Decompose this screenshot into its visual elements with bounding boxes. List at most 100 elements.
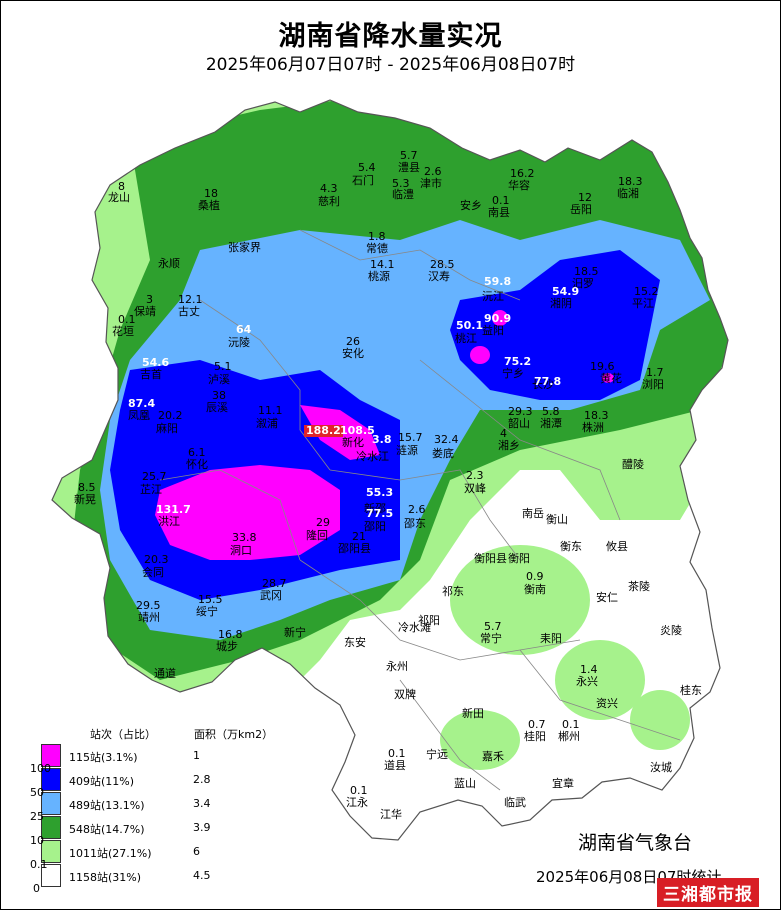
place-label: 常德 <box>366 242 388 255</box>
place-label: 双牌 <box>394 688 416 701</box>
rainfall-value: 0.1 <box>562 718 580 731</box>
legend-stations: 409站(11%) <box>69 775 135 788</box>
rainfall-value: 4 <box>500 427 507 440</box>
legend-area: 2.8 <box>193 773 211 786</box>
place-label: 古丈 <box>178 305 200 318</box>
place-label: 城步 <box>216 640 238 653</box>
legend-swatch <box>41 816 61 839</box>
legend-tick: 50 <box>30 786 44 799</box>
place-label: 郴州 <box>558 730 580 743</box>
watermark-logo: 三湘都市报 <box>657 878 759 907</box>
place-label: 沅陵 <box>228 336 250 349</box>
source-label: 湖南省气象台 <box>578 832 693 854</box>
place-label: 溆浦 <box>256 417 278 430</box>
place-label: 茶陵 <box>628 580 650 593</box>
rainfall-value: 1.8 <box>368 230 386 243</box>
place-label: 靖州 <box>138 611 160 624</box>
place-label: 宁乡 <box>502 367 524 380</box>
rainfall-value: 12.1 <box>178 293 203 306</box>
rainfall-value: 21 <box>352 530 366 543</box>
rainfall-value: 5.8 <box>542 405 560 418</box>
place-label: 益阳 <box>482 324 504 337</box>
place-label: 华容 <box>508 179 530 192</box>
legend-stations: 115站(3.1%) <box>69 751 138 764</box>
rainfall-value: 38 <box>212 389 226 402</box>
place-label: 桃源 <box>368 270 390 283</box>
legend-area-header: 面积（万km2） <box>194 728 274 741</box>
rainfall-value: 54.9 <box>552 285 580 298</box>
rainfall-value: 26 <box>346 335 360 348</box>
rainfall-value: 2.6 <box>424 165 442 178</box>
place-label: 桂阳 <box>524 730 546 743</box>
legend-area: 3.9 <box>193 821 211 834</box>
legend-tick: 25 <box>30 810 44 823</box>
place-label: 衡山 <box>546 513 568 526</box>
place-label: 安乡 <box>460 199 482 212</box>
place-label: 邵阳县 <box>338 542 371 555</box>
place-label: 冷水江 <box>356 450 389 463</box>
legend-stations: 1011站(27.1%) <box>69 847 152 860</box>
place-label: 沅江 <box>482 290 504 303</box>
place-label: 泸溪 <box>208 373 230 386</box>
rainfall-value: 18.5 <box>574 265 599 278</box>
place-label: 花垣 <box>112 325 134 338</box>
rainfall-value: 77.8 <box>534 375 562 388</box>
rainfall-value: 131.7 <box>156 503 191 516</box>
place-label: 衡东 <box>560 540 582 553</box>
rainfall-value: 90.9 <box>484 312 512 325</box>
legend-swatch <box>41 840 61 863</box>
place-label: 新晃 <box>74 493 96 506</box>
rainfall-value: 5.3 <box>392 177 410 190</box>
rainfall-value: 20.3 <box>144 553 169 566</box>
rainfall-value: 33.8 <box>232 531 257 544</box>
rainfall-value: 28.5 <box>430 258 455 271</box>
place-label: 韶山 <box>508 417 530 430</box>
rainfall-value: 15.5 <box>198 593 223 606</box>
rainfall-value: 18.3 <box>618 175 643 188</box>
map-title: 湖南省降水量实况 <box>278 21 503 52</box>
rainfall-value: 16.8 <box>218 628 243 641</box>
rainfall-value: 2.6 <box>408 503 426 516</box>
place-label: 祁东 <box>442 585 464 598</box>
legend-stations: 1158站(31%) <box>69 871 142 884</box>
place-label: 黄花 <box>600 372 622 385</box>
place-label: 平江 <box>632 297 654 310</box>
rainfall-value: 64 <box>236 323 252 336</box>
rainfall-value: 15.7 <box>398 431 423 444</box>
rainfall-value: 0.1 <box>388 747 406 760</box>
place-label: 永兴 <box>576 675 598 688</box>
place-label: 安化 <box>342 347 364 360</box>
place-label: 通道 <box>154 667 176 680</box>
place-label: 株洲 <box>582 421 604 434</box>
place-label: 邵阳 <box>364 520 386 533</box>
place-label: 吉首 <box>140 368 162 381</box>
place-label: 新化 <box>342 436 364 449</box>
place-label: 永顺 <box>158 257 180 270</box>
place-label: 宁远 <box>426 748 448 761</box>
place-label: 江华 <box>380 808 402 821</box>
rainfall-value: 14.1 <box>370 258 395 271</box>
place-label: 湘阴 <box>550 297 572 310</box>
place-label: 娄底 <box>432 447 454 460</box>
rainfall-value: 18.3 <box>584 409 609 422</box>
place-label: 蓝山 <box>454 777 476 790</box>
place-label: 邵东 <box>404 517 426 530</box>
rainfall-value: 12 <box>578 191 592 204</box>
place-label: 湘潭 <box>540 417 562 430</box>
legend-stations: 548站(14.7%) <box>69 823 145 836</box>
place-label: 资兴 <box>596 697 618 710</box>
rainfall-value: 0.9 <box>526 570 544 583</box>
place-label: 桂东 <box>680 684 702 697</box>
place-label: 临武 <box>504 796 526 809</box>
rainfall-value: 5.1 <box>214 360 232 373</box>
legend-tick: 10 <box>30 834 44 847</box>
place-label: 双峰 <box>464 482 486 495</box>
place-label: 保靖 <box>134 305 156 318</box>
legend-area: 6 <box>193 845 200 858</box>
rainfall-value: 0.1 <box>350 784 368 797</box>
place-label: 麻阳 <box>156 422 178 435</box>
place-label: 衡阳 <box>508 552 530 565</box>
place-label: 炎陵 <box>660 624 682 637</box>
place-label: 涟源 <box>396 444 418 457</box>
place-label: 耒阳 <box>540 632 562 645</box>
